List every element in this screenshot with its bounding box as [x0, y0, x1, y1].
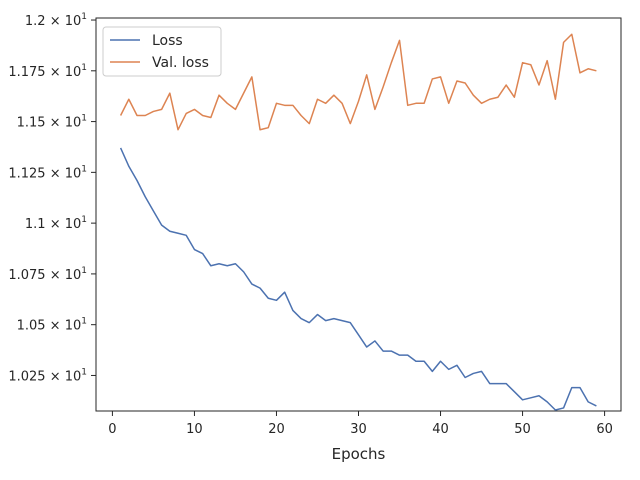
x-tick-label: 30	[350, 422, 367, 437]
series-line-val-loss	[119, 33, 597, 131]
x-axis-label: Epochs	[332, 445, 386, 463]
x-tick-label: 50	[514, 422, 531, 437]
x-tick-label: 10	[186, 422, 203, 437]
legend-label-val-loss: Val. loss	[152, 55, 209, 71]
x-tick-label: 0	[108, 422, 116, 437]
y-tick-label: 1.075 × 101	[8, 266, 87, 283]
y-tick-label: 1.1 × 101	[25, 215, 87, 232]
y-tick-label: 1.025 × 101	[8, 367, 87, 384]
y-axis: 1.025 × 101 1.05 × 101 1.075 × 101 1.1 × 10…	[8, 12, 96, 384]
y-tick-label: 1.15 × 101	[17, 114, 87, 131]
legend-label-loss: Loss	[152, 33, 183, 49]
series-layer	[119, 33, 597, 411]
y-tick-label: 1.175 × 101	[8, 63, 87, 80]
legend: Loss Val. loss	[102, 26, 222, 77]
x-tick-label: 20	[268, 422, 285, 437]
plot-area: 0 10 20 30 40 50 60 1.025 × 101 1.05 × 101 1.075…	[8, 12, 622, 437]
y-tick-label: 1.2 × 101	[25, 12, 87, 29]
series-line-loss	[119, 147, 597, 411]
y-tick-label: 1.125 × 101	[8, 164, 87, 181]
x-axis: 0 10 20 30 40 50 60	[108, 411, 613, 437]
x-tick-label: 40	[432, 422, 449, 437]
y-tick-label: 1.05 × 101	[17, 317, 87, 334]
x-tick-label: 60	[596, 422, 613, 437]
